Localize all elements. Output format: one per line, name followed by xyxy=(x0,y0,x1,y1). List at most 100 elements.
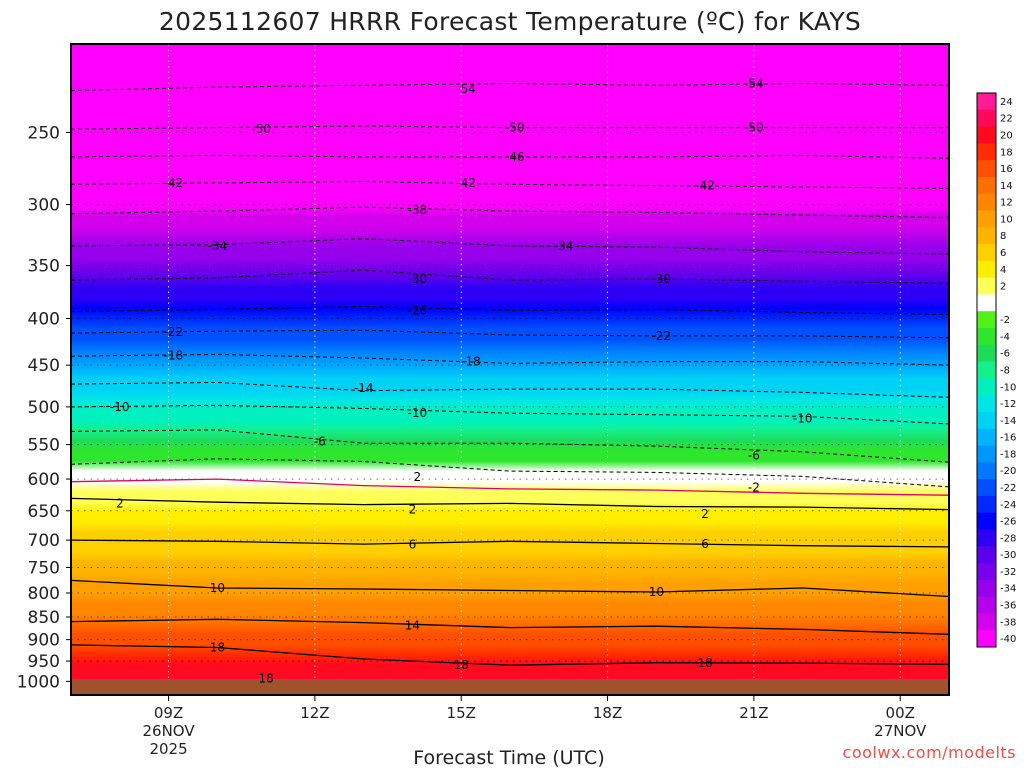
contour-label: -22 xyxy=(651,329,671,343)
colorbar-label: 20 xyxy=(1000,130,1013,141)
colorbar-label: 4 xyxy=(1000,265,1006,276)
isotherm--50 xyxy=(71,125,949,130)
contour-label: -6 xyxy=(748,448,760,462)
contour-label: -46 xyxy=(505,150,525,164)
pressure-tick-label: 600 xyxy=(28,470,60,490)
pressure-tick-label: 850 xyxy=(28,608,60,628)
isotherm--14 xyxy=(71,381,949,398)
time-tick-label: 2025 xyxy=(149,740,187,758)
contour-label: -10 xyxy=(793,412,813,426)
isotherm--42 xyxy=(71,180,949,189)
colorbar-label: -4 xyxy=(1000,332,1010,343)
pressure-tick-label: 400 xyxy=(28,310,60,330)
colorbar-swatch xyxy=(977,361,996,379)
temperature-field xyxy=(71,44,949,695)
contour-label: -18 xyxy=(461,355,481,369)
isotherm-10 xyxy=(71,579,949,598)
colorbar-swatch xyxy=(977,596,996,614)
colorbar-label: -36 xyxy=(1000,601,1016,612)
pressure-tick-label: 300 xyxy=(28,196,60,216)
colorbar-label: -12 xyxy=(1000,399,1016,410)
colorbar-swatch xyxy=(977,428,996,446)
time-tick-label: 09Z xyxy=(154,704,183,722)
isotherm-2 xyxy=(71,478,949,496)
colorbar-swatch xyxy=(977,294,996,312)
grid-lines xyxy=(71,44,949,695)
contour-label: -30 xyxy=(408,272,428,286)
colorbar-label: -6 xyxy=(1000,349,1010,360)
pressure-tick-label: 350 xyxy=(28,257,60,277)
surface-strip xyxy=(71,679,949,695)
isotherm--38 xyxy=(71,206,949,219)
contour-label: 6 xyxy=(701,537,709,551)
contour-label: -22 xyxy=(164,325,184,339)
colorbar-label: -38 xyxy=(1000,617,1016,628)
contour-label: -50 xyxy=(744,121,764,135)
colorbar-label: -22 xyxy=(1000,483,1016,494)
contour-label: -42 xyxy=(164,176,184,190)
colorbar-label: -32 xyxy=(1000,567,1016,578)
colorbar-swatch xyxy=(977,445,996,463)
colorbar-swatch xyxy=(977,479,996,497)
time-tick-label: 26NOV xyxy=(142,722,195,740)
isotherm--26 xyxy=(71,305,949,315)
colorbar-swatch xyxy=(977,344,996,363)
contour-label: -14 xyxy=(354,381,374,395)
pressure-tick-label: 750 xyxy=(28,558,60,578)
pressure-tick-label: 1000 xyxy=(17,672,60,692)
colorbar-swatch xyxy=(977,378,996,396)
colorbar-label: -20 xyxy=(1000,466,1016,477)
contour-label: 18 xyxy=(454,658,469,672)
contour-label: 6 xyxy=(409,538,417,552)
time-tick-label: 00Z xyxy=(886,704,915,722)
contour-label: -30 xyxy=(651,272,671,286)
colorbar: 24 22 20 18 16 14 12 10 8 6 4 2 -2 -4 -6 -8 -10 -12 -14 -16… xyxy=(976,92,1016,648)
contour-label: 18 xyxy=(697,656,712,670)
colorbar-swatch xyxy=(977,311,996,329)
colorbar-label: -28 xyxy=(1000,533,1016,544)
colorbar-swatch xyxy=(977,126,996,144)
contour-label: 18 xyxy=(258,672,273,686)
contour-label: 14 xyxy=(405,618,420,632)
time-tick-label: 21Z xyxy=(739,704,768,722)
isotherm-lines xyxy=(71,82,949,666)
pressure-tick-label: 950 xyxy=(28,652,60,672)
contour-label: -6 xyxy=(314,435,326,449)
colorbar-swatch xyxy=(977,160,996,178)
contour-label: 18 xyxy=(210,640,225,654)
contour-label: 2 xyxy=(701,507,709,521)
plot-frame xyxy=(70,43,950,696)
colorbar-swatch xyxy=(977,395,996,413)
contour-label: -50 xyxy=(505,121,525,135)
contour-label: 2 xyxy=(414,470,422,484)
colorbar-label: 12 xyxy=(1000,198,1013,209)
colorbar-swatch xyxy=(977,260,996,279)
colorbar-swatch xyxy=(977,462,996,480)
pressure-tick-label: 250 xyxy=(28,123,60,143)
pressure-tick-label: 650 xyxy=(28,502,60,522)
colorbar-swatch xyxy=(977,328,996,346)
colorbar-swatch xyxy=(977,109,996,127)
colorbar-frame xyxy=(976,92,997,648)
time-tick-label: 15Z xyxy=(447,704,476,722)
contour-label: -42 xyxy=(456,176,476,190)
contour-label: -34 xyxy=(554,239,574,253)
contour-label: -26 xyxy=(408,304,428,318)
time-tick-label: 18Z xyxy=(593,704,622,722)
colorbar-label: 8 xyxy=(1000,231,1006,242)
colorbar-label: -24 xyxy=(1000,500,1016,511)
pressure-axis: 250 300 350 400 450 500 550 600 650 700 750 800 850 9… xyxy=(17,123,71,692)
x-axis-label: Forecast Time (UTC) xyxy=(413,747,604,768)
colorbar-label: 22 xyxy=(1000,114,1013,125)
colorbar-swatch xyxy=(977,227,996,245)
contour-label: 10 xyxy=(210,581,225,595)
colorbar-label: -10 xyxy=(1000,382,1016,393)
contour-label: -42 xyxy=(695,179,715,193)
contour-labels: -54 -54 -50 -50 -50 -46 -42 -42 -42 -38 -34 -34 -30 -… xyxy=(110,77,812,686)
contour-label: -54 xyxy=(456,82,476,96)
colorbar-label: -34 xyxy=(1000,584,1016,595)
contour-label: -50 xyxy=(251,122,271,136)
pressure-tick-label: 550 xyxy=(28,436,60,456)
credit-link[interactable]: coolwx.com/modelts xyxy=(843,743,1016,762)
